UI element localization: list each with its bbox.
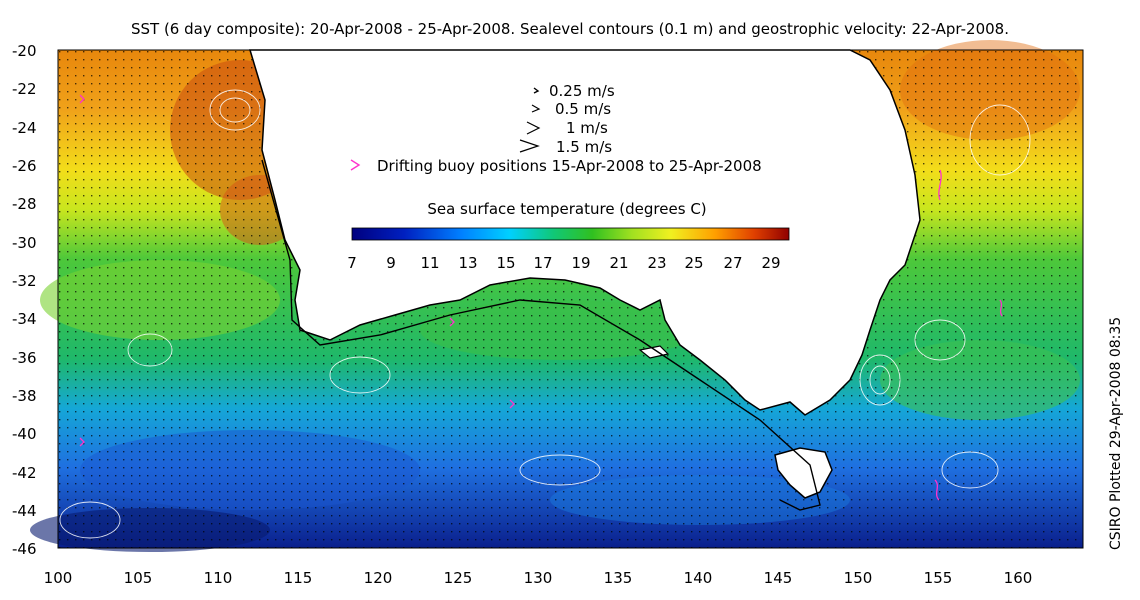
x-tick-label: 145 xyxy=(764,569,793,587)
colorbar: Sea surface temperature (degrees C) 7 9 … xyxy=(347,200,790,272)
colorbar-tick: 11 xyxy=(420,254,439,272)
arrow-icon xyxy=(526,121,541,135)
y-tick-label: -24 xyxy=(12,119,37,137)
colorbar-tick: 23 xyxy=(647,254,666,272)
colorbar-tick: 9 xyxy=(386,254,396,272)
y-tick-label: -22 xyxy=(12,80,37,98)
buoy-track xyxy=(449,317,455,327)
y-axis: -20 -22 -24 -26 -28 -30 -32 -34 -36 -38 … xyxy=(12,42,37,558)
shelf-edge-line xyxy=(261,159,821,511)
buoy-track xyxy=(79,94,85,104)
colorbar-tick: 21 xyxy=(609,254,628,272)
y-tick-label: -40 xyxy=(12,425,37,443)
buoy-track xyxy=(938,169,942,201)
velocity-legend: 0.25 m/s 0.5 m/s 1 m/s 1.5 m/s xyxy=(519,82,615,156)
arrow-icon xyxy=(519,139,540,153)
y-tick-label: -42 xyxy=(12,464,37,482)
colorbar-gradient xyxy=(351,227,790,241)
y-tick-label: -38 xyxy=(12,387,37,405)
velocity-legend-label: 1 m/s xyxy=(566,119,608,137)
y-tick-label: -30 xyxy=(12,234,37,252)
colorbar-tick: 29 xyxy=(761,254,780,272)
tasmania xyxy=(774,447,833,499)
x-tick-label: 160 xyxy=(1004,569,1033,587)
colorbar-tick: 27 xyxy=(723,254,742,272)
buoy-track xyxy=(509,399,515,409)
y-tick-label: -20 xyxy=(12,42,37,60)
colorbar-tick: 25 xyxy=(684,254,703,272)
x-tick-label: 155 xyxy=(924,569,953,587)
x-tick-label: 140 xyxy=(684,569,713,587)
buoy-positions xyxy=(79,94,1003,501)
x-axis: 100 105 110 115 120 125 130 135 140 145 … xyxy=(44,569,1033,587)
colorbar-tick: 7 xyxy=(347,254,357,272)
x-tick-label: 125 xyxy=(444,569,473,587)
x-tick-label: 150 xyxy=(844,569,873,587)
x-tick-label: 120 xyxy=(364,569,393,587)
sst-field xyxy=(30,40,1083,552)
colorbar-tick: 13 xyxy=(458,254,477,272)
map-frame xyxy=(57,49,1084,549)
x-tick-label: 130 xyxy=(524,569,553,587)
y-tick-label: -32 xyxy=(12,272,37,290)
buoy-legend: Drifting buoy positions 15-Apr-2008 to 2… xyxy=(350,157,762,175)
y-tick-label: -26 xyxy=(12,157,37,175)
colorbar-tick: 15 xyxy=(496,254,515,272)
sealevel-contours xyxy=(59,89,1031,539)
buoy-track xyxy=(79,437,85,447)
kangaroo-island xyxy=(638,345,670,359)
arrow-icon xyxy=(533,87,540,94)
y-tick-label: -28 xyxy=(12,195,37,213)
y-tick-label: -44 xyxy=(12,502,37,520)
velocity-legend-label: 0.25 m/s xyxy=(549,82,615,100)
arrow-icon xyxy=(531,104,541,113)
colorbar-title: Sea surface temperature (degrees C) xyxy=(427,200,706,218)
y-tick-label: -36 xyxy=(12,349,37,367)
colorbar-tick: 19 xyxy=(571,254,590,272)
buoy-legend-label: Drifting buoy positions 15-Apr-2008 to 2… xyxy=(377,157,762,175)
x-tick-label: 100 xyxy=(44,569,73,587)
x-tick-label: 135 xyxy=(604,569,633,587)
velocity-legend-label: 1.5 m/s xyxy=(556,138,612,156)
x-tick-label: 110 xyxy=(204,569,233,587)
map-title: SST (6 day composite): 20-Apr-2008 - 25-… xyxy=(130,20,1009,38)
y-tick-label: -46 xyxy=(12,540,37,558)
buoy-marker-icon xyxy=(350,159,361,171)
colorbar-tick: 17 xyxy=(533,254,552,272)
x-tick-label: 115 xyxy=(284,569,313,587)
y-tick-label: -34 xyxy=(12,310,37,328)
x-tick-label: 105 xyxy=(124,569,153,587)
buoy-track xyxy=(999,299,1003,317)
velocity-legend-label: 0.5 m/s xyxy=(555,100,611,118)
buoy-track xyxy=(934,479,940,501)
